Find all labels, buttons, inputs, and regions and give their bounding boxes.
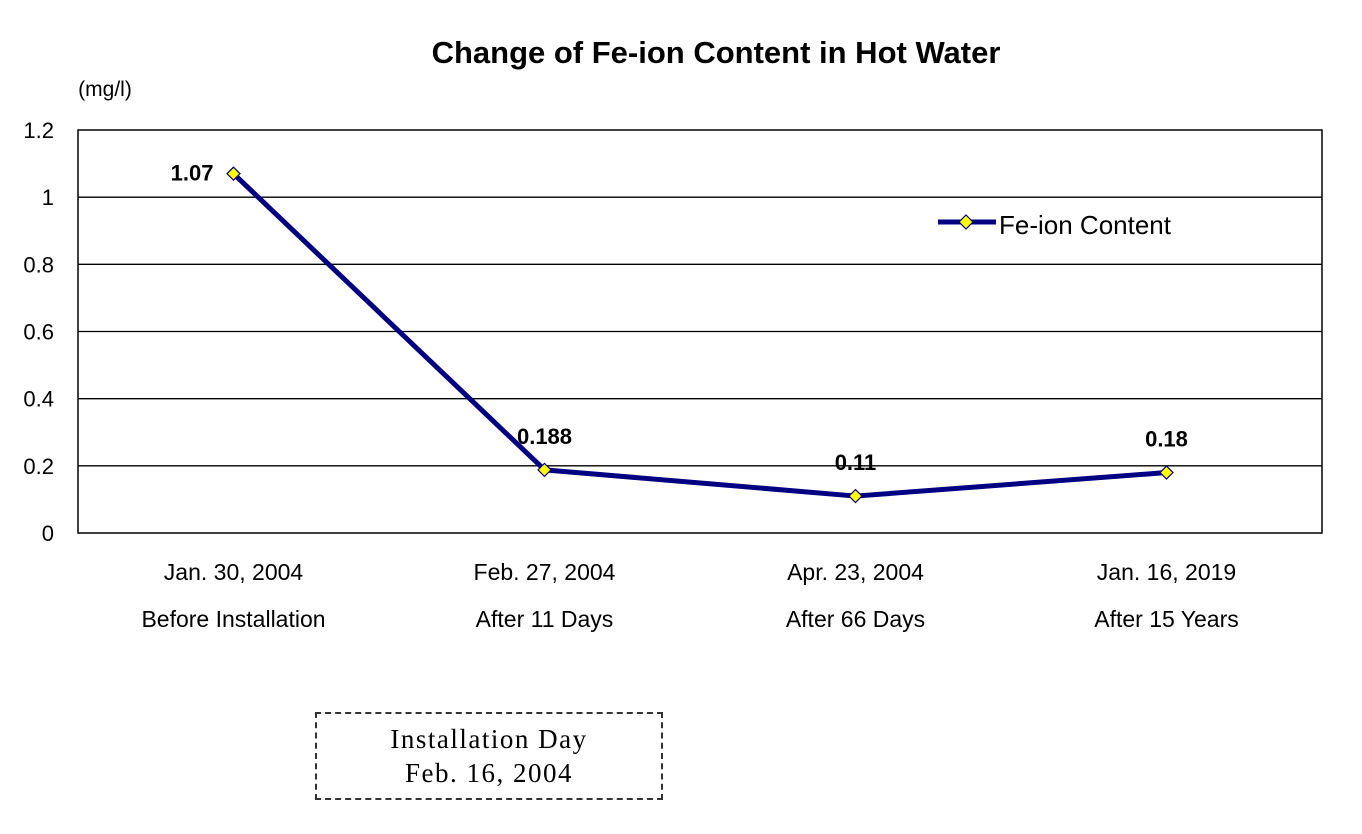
y-tick-label: 1.2 (23, 118, 54, 143)
note-line-1: Installation Day (390, 724, 588, 754)
data-point (537, 462, 552, 478)
y-tick-label: 0.8 (23, 252, 54, 277)
gridlines (78, 196, 1322, 467)
x-tick-label: After 11 Days (476, 606, 614, 632)
legend-label: Fe-ion Content (999, 210, 1172, 240)
data-label: 0.188 (517, 424, 572, 449)
y-tick-label: 0 (42, 521, 54, 546)
y-axis-ticks: 0 0.2 0.4 0.6 0.8 1 1.2 (23, 118, 54, 546)
data-label: 0.18 (1145, 427, 1188, 452)
legend-marker (958, 214, 974, 230)
data-label: 1.07 (171, 161, 214, 186)
x-tick-date: Jan. 30, 2004 (164, 559, 304, 585)
installation-note: Installation Day Feb. 16, 2004 (315, 712, 663, 800)
y-unit-label: (mg/l) (78, 78, 132, 101)
y-tick-label: 0.4 (23, 387, 54, 412)
y-tick-label: 0.2 (23, 454, 54, 479)
x-axis-ticks: Jan. 30, 2004 Before Installation Feb. 27,… (141, 559, 1238, 632)
chart-title: Change of Fe-ion Content in Hot Water (432, 35, 1001, 70)
data-label: 0.11 (835, 450, 877, 475)
legend: Fe-ion Content (938, 210, 1172, 240)
series-fe-ion-content: 1.07 0.188 0.11 0.18 (171, 161, 1188, 504)
x-tick-date: Apr. 23, 2004 (787, 559, 924, 585)
x-tick-label: After 66 Days (786, 606, 925, 632)
data-point (226, 166, 241, 182)
x-tick-date: Feb. 27, 2004 (474, 559, 616, 585)
data-point (1159, 465, 1174, 480)
data-point (848, 488, 863, 504)
y-tick-label: 0.6 (23, 320, 54, 345)
note-line-2: Feb. 16, 2004 (405, 758, 573, 788)
series-line (231, 171, 1167, 499)
x-tick-label: After 15 Years (1094, 606, 1239, 632)
x-tick-date: Jan. 16, 2019 (1097, 559, 1236, 585)
x-tick-label: Before Installation (141, 606, 325, 632)
y-tick-label: 1 (42, 185, 54, 210)
